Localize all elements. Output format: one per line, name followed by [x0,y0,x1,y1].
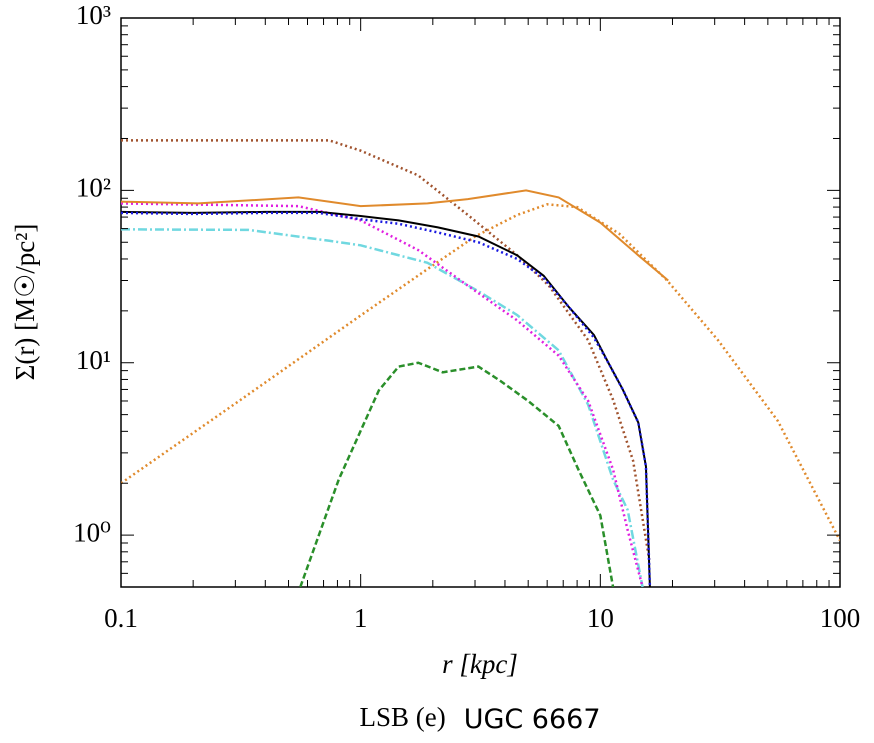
y-tick-label: 10² [76,173,111,203]
x-tick-label: 1 [354,603,368,633]
data-line [121,203,840,542]
data-line [121,210,651,587]
caption-prefix: LSB (e) [359,702,445,732]
caption-name: UGC 6667 [464,704,601,735]
y-tick-label: 10¹ [76,345,111,375]
x-tick-label: 0.1 [104,603,138,633]
y-axis-label: Σ(r) [M☉/pc²] [10,224,40,381]
x-tick-label: 10 [587,603,614,633]
plot-lines [121,139,840,587]
x-axis-label: r [kpc] [442,649,518,679]
y-tick-label: 10³ [76,0,111,30]
plot-frame [120,17,841,588]
data-line [299,361,615,587]
caption: LSB (e) UGC 6667 [359,702,600,734]
x-tick-label: 100 [820,603,861,633]
data-line [121,228,644,587]
data-line [121,211,652,587]
data-line [121,189,669,282]
y-tick-label: 10⁰ [73,517,111,547]
data-line [121,202,644,587]
